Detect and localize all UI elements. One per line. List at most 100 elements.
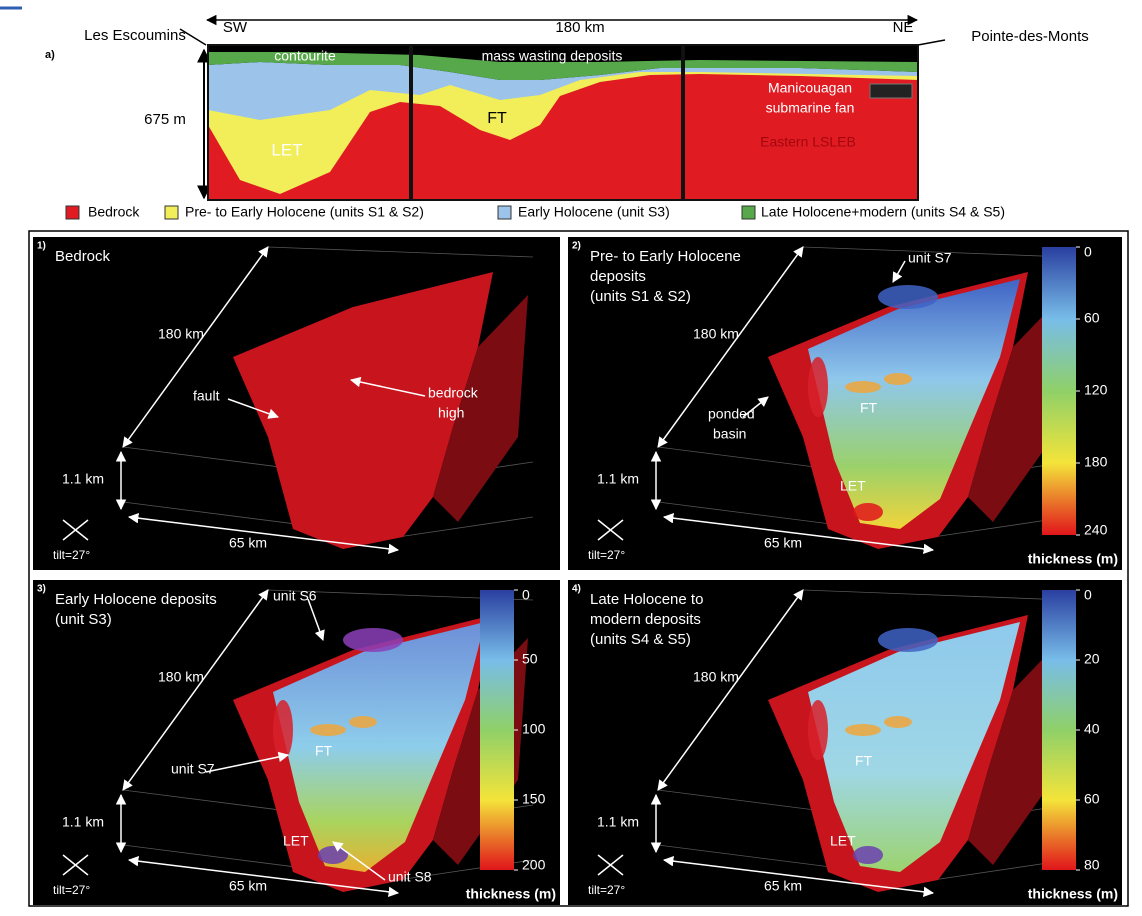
annotation: basin: [713, 426, 746, 442]
thickness-patch: [878, 285, 938, 309]
width-label: 65 km: [764, 535, 802, 551]
colorbar-tick-label: 150: [522, 791, 546, 807]
annotation: FT: [315, 743, 333, 759]
annotation: LET: [271, 140, 302, 159]
thickness-patch: [884, 716, 912, 728]
annotation: Eastern LSLEB: [760, 134, 856, 150]
panel-title: (units S1 & S2): [590, 288, 691, 305]
thickness-patch: [310, 724, 346, 736]
panel-label: a): [45, 49, 55, 61]
thickness-patch: [273, 700, 293, 760]
width-label: 65 km: [764, 878, 802, 894]
legend-label: Pre- to Early Holocene (units S1 & S2): [185, 204, 424, 220]
direction-label: SW: [223, 19, 248, 36]
direction-label: NE: [893, 19, 914, 36]
panel-title: Pre- to Early Holocene: [590, 248, 741, 265]
thickness-patch: [808, 357, 828, 417]
thickness-patch: [343, 628, 403, 652]
legend-swatch: [742, 206, 755, 219]
colorbar-tick-label: 20: [1084, 651, 1100, 667]
thickness-patch: [318, 846, 348, 864]
panel-label: 2): [572, 241, 581, 252]
annotation: FT: [487, 110, 507, 127]
thickness-patch: [884, 373, 912, 385]
panel-label: 1): [37, 241, 46, 252]
panel-title: Late Holocene to: [590, 591, 703, 608]
height-label: 1.1 km: [62, 814, 104, 830]
legend-swatch: [498, 206, 511, 219]
legend-swatch: [165, 206, 178, 219]
annotation: bedrock: [428, 385, 479, 401]
height-label: 1.1 km: [597, 471, 639, 487]
colorbar-label: thickness (m): [1028, 886, 1118, 902]
width-label: 65 km: [229, 878, 267, 894]
thickness-patch: [845, 724, 881, 736]
panel-a: a) Les Escoumins Pointe-des-Monts SW 180…: [45, 19, 1089, 220]
panel-label: 4): [572, 584, 581, 595]
annotation: unit S7: [171, 761, 215, 777]
colorbar-tick-label: 0: [1084, 587, 1092, 603]
legend-swatch: [66, 206, 79, 219]
colorbar-tick-label: 120: [1084, 382, 1108, 398]
tilt-label: tilt=27°: [588, 883, 625, 897]
colorbar-tick-label: 80: [1084, 857, 1100, 873]
map-panel: 4) Late Holocene to modern deposits (units …: [568, 580, 1122, 905]
annotation: Manicouagan: [768, 80, 852, 96]
panel-grid: 1) Bedrock 180 km 1.1 km 65 km tilt=27° fault b…: [33, 237, 1122, 905]
colorbar: [480, 590, 514, 870]
site-label: Les Escoumins: [84, 27, 186, 44]
annotation: unit S8: [388, 869, 432, 885]
distance-label: 180 km: [555, 19, 604, 36]
colorbar-tick-label: 0: [1084, 244, 1092, 260]
panel-label: 3): [37, 584, 46, 595]
page: a) Les Escoumins Pointe-des-Monts SW 180…: [0, 0, 1142, 911]
panel-title: modern deposits: [590, 611, 701, 628]
height-label: 1.1 km: [62, 471, 104, 487]
thickness-patch: [853, 846, 883, 864]
pointer: [918, 40, 945, 45]
tilt-label: tilt=27°: [53, 548, 90, 562]
colorbar-tick-label: 60: [1084, 791, 1100, 807]
inset: [870, 84, 912, 98]
legend-label: Bedrock: [88, 204, 140, 220]
thickness-patch: [878, 628, 938, 652]
annotation: submarine fan: [766, 100, 855, 116]
annotation: mass wasting deposits: [482, 48, 623, 64]
length-label: 180 km: [158, 669, 204, 685]
figure: a) Les Escoumins Pointe-des-Monts SW 180…: [0, 0, 1142, 911]
thickness-patch: [808, 700, 828, 760]
depth-label: 675 m: [144, 111, 186, 128]
length-label: 180 km: [693, 669, 739, 685]
width-label: 65 km: [229, 535, 267, 551]
panel-title: Bedrock: [55, 248, 111, 265]
annotation: contourite: [274, 48, 336, 64]
thickness-patch: [349, 716, 377, 728]
legend-label: Late Holocene+modern (units S4 & S5): [761, 204, 1005, 220]
annotation: LET: [283, 833, 309, 849]
site-label: Pointe-des-Monts: [971, 28, 1089, 45]
panel-title: deposits: [590, 268, 646, 285]
annotation: unit S7: [908, 250, 952, 266]
colorbar-tick-label: 60: [1084, 310, 1100, 326]
panel-title: (units S4 & S5): [590, 631, 691, 648]
tilt-label: tilt=27°: [53, 883, 90, 897]
colorbar-label: thickness (m): [466, 886, 556, 902]
height-label: 1.1 km: [597, 814, 639, 830]
colorbar-tick-label: 40: [1084, 721, 1100, 737]
annotation: fault: [193, 388, 220, 404]
panel-title: (unit S3): [55, 611, 112, 628]
colorbar-tick-label: 240: [1084, 522, 1108, 538]
colorbar-tick-label: 100: [522, 721, 546, 737]
map-panel: 2) Pre- to Early Holocene deposits (units S…: [568, 237, 1122, 570]
annotation: FT: [860, 400, 878, 416]
annotation: FT: [855, 753, 873, 769]
annotation: high: [438, 405, 464, 421]
thickness-patch: [853, 503, 883, 521]
panel-title: Early Holocene deposits: [55, 591, 217, 608]
colorbar-label: thickness (m): [1028, 551, 1118, 567]
colorbar-tick-label: 200: [522, 857, 546, 873]
annotation: unit S6: [273, 588, 317, 604]
colorbar-tick-label: 0: [522, 587, 530, 603]
map-panel: 3) Early Holocene deposits (unit S3) 180 km…: [33, 580, 560, 905]
